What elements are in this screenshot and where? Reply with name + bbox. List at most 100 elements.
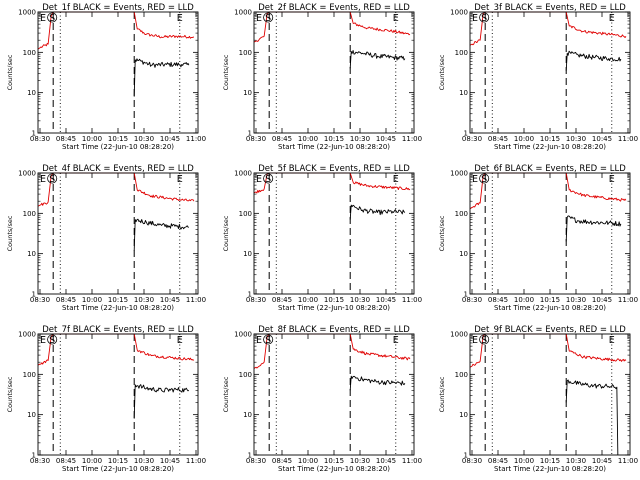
x-tick-label: 11:00 [618, 457, 638, 465]
marker-e-label: E [40, 335, 46, 346]
y-tick-label: 100 [23, 210, 36, 218]
y-tick-label: 1 [464, 452, 468, 460]
plot-frame [37, 333, 199, 456]
marker-s-label: S [265, 335, 271, 346]
events-series-line [133, 218, 190, 251]
marker-s-circle [47, 334, 58, 345]
marker-e-label: E [177, 335, 183, 346]
panel-3: Det_3f BLACK = Events, RED = LLD Counts/s… [438, 3, 638, 151]
x-tick-label: 10:30 [566, 135, 586, 143]
y-tick-label: 100 [239, 210, 252, 218]
panel-title: Det_1f BLACK = Events, RED = LLD [42, 3, 194, 13]
lld-series-line [253, 333, 411, 369]
plot-frame [469, 11, 631, 134]
x-tick-label: 10:15 [108, 296, 128, 304]
x-tick-label: 10:30 [350, 457, 370, 465]
x-axis-label: Start Time (22-Jun-10 08:28:20) [62, 465, 174, 473]
lld-series-line [469, 11, 627, 46]
y-tick-label: 1000 [450, 331, 468, 339]
x-axis-label: Start Time (22-Jun-10 08:28:20) [494, 304, 606, 312]
x-tick-label: 10:15 [108, 135, 128, 143]
y-axis-label: Counts/sec [438, 376, 446, 412]
y-axis-label: Counts/sec [6, 376, 14, 412]
marker-s-circle [47, 173, 58, 184]
marker-s-circle [263, 173, 274, 184]
x-axis-label: Start Time (22-Jun-10 08:28:20) [494, 143, 606, 151]
marker-e-label: E [40, 174, 46, 185]
marker-s-label: S [49, 174, 55, 185]
y-tick-label: 1000 [18, 9, 36, 17]
panel-8: Det_8f BLACK = Events, RED = LLD Counts/s… [222, 325, 422, 473]
events-series-line [565, 50, 622, 71]
y-tick-label: 10 [27, 89, 36, 97]
y-tick-label: 100 [455, 210, 468, 218]
y-tick-label: 1 [248, 452, 252, 460]
y-tick-label: 1000 [234, 9, 252, 17]
x-tick-label: 10:30 [350, 296, 370, 304]
marker-e-label: E [393, 13, 399, 24]
marker-e-label: E [472, 174, 478, 185]
y-axis-label: Counts/sec [6, 54, 14, 90]
lld-series-line [37, 172, 195, 207]
marker-s-circle [479, 173, 490, 184]
x-tick-label: 11:00 [402, 135, 422, 143]
lld-series-line [253, 11, 411, 43]
panel-title: Det_2f BLACK = Events, RED = LLD [258, 3, 410, 13]
panel-title: Det_9f BLACK = Events, RED = LLD [474, 325, 626, 335]
y-tick-label: 10 [459, 411, 468, 419]
y-tick-label: 10 [243, 411, 252, 419]
x-tick-label: 10:30 [134, 457, 154, 465]
plot-frame [253, 172, 415, 295]
y-tick-label: 10 [459, 89, 468, 97]
panel-title: Det_4f BLACK = Events, RED = LLD [42, 164, 194, 174]
panel-9: Det_9f BLACK = Events, RED = LLD Counts/s… [438, 325, 638, 473]
x-tick-label: 08:30 [462, 457, 482, 465]
x-tick-label: 10:30 [134, 135, 154, 143]
panel-title: Det_8f BLACK = Events, RED = LLD [258, 325, 410, 335]
x-tick-label: 08:30 [246, 296, 266, 304]
x-tick-label: 08:30 [462, 296, 482, 304]
marker-e-label: E [393, 174, 399, 185]
y-tick-label: 1000 [450, 9, 468, 17]
marker-e-label: E [256, 174, 262, 185]
events-series-line [133, 384, 190, 419]
y-axis-label: Counts/sec [222, 54, 230, 90]
y-tick-label: 1000 [234, 331, 252, 339]
events-series-line [349, 375, 406, 391]
marker-s-circle [263, 12, 274, 23]
x-tick-label: 10:15 [540, 457, 560, 465]
x-tick-label: 10:15 [540, 135, 560, 143]
marker-s-label: S [265, 13, 271, 24]
marker-s-label: S [49, 13, 55, 24]
marker-e-label: E [393, 335, 399, 346]
marker-e-label: E [609, 174, 615, 185]
x-tick-label: 10:15 [108, 457, 128, 465]
x-tick-label: 10:45 [376, 457, 396, 465]
panel-5: Det_5f BLACK = Events, RED = LLD Counts/s… [222, 164, 422, 312]
marker-e-label: E [177, 174, 183, 185]
marker-e-label: E [177, 13, 183, 24]
x-tick-label: 11:00 [618, 135, 638, 143]
y-tick-label: 1 [32, 452, 36, 460]
marker-s-circle [47, 12, 58, 23]
x-tick-label: 11:00 [186, 135, 206, 143]
marker-s-label: S [481, 174, 487, 185]
y-tick-label: 100 [23, 371, 36, 379]
y-tick-label: 100 [239, 49, 252, 57]
marker-s-circle [263, 334, 274, 345]
y-tick-label: 1 [32, 130, 36, 138]
plot-frame [253, 11, 415, 134]
y-tick-label: 1 [248, 291, 252, 299]
x-tick-label: 08:30 [462, 135, 482, 143]
x-tick-label: 08:30 [30, 296, 50, 304]
x-tick-label: 08:45 [488, 457, 508, 465]
x-tick-label: 10:15 [540, 296, 560, 304]
events-series-line [565, 215, 622, 242]
x-tick-label: 10:15 [324, 296, 344, 304]
y-tick-label: 1 [248, 130, 252, 138]
y-tick-label: 100 [23, 49, 36, 57]
y-tick-label: 10 [27, 250, 36, 258]
x-tick-label: 08:45 [56, 457, 76, 465]
x-tick-label: 11:00 [618, 296, 638, 304]
